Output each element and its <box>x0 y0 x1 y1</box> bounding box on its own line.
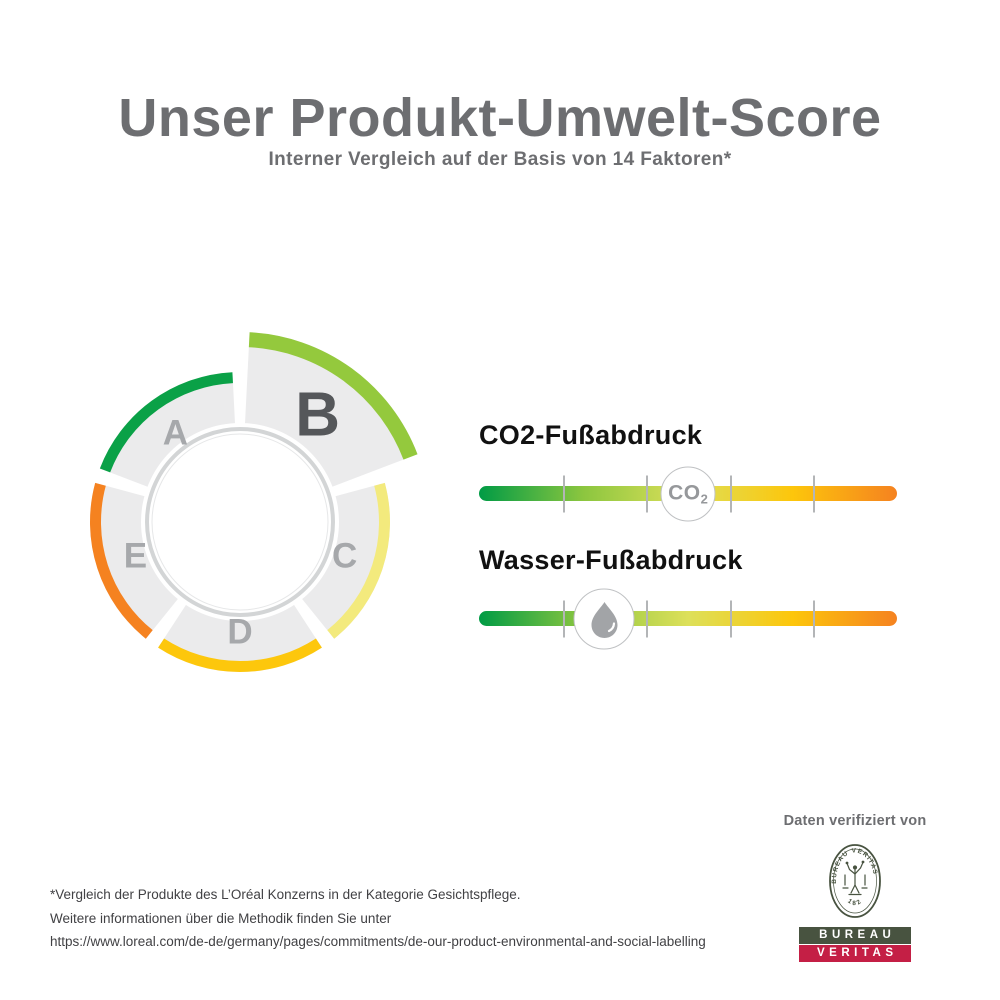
metric-label-co2: CO2-Fußabdruck <box>479 420 703 450</box>
metric-co2: CO2-Fußabdruck CO 2 <box>479 420 897 521</box>
wheel-grade-B: B <box>295 381 340 450</box>
co2-marker-label: CO <box>668 481 701 505</box>
page-title: Unser Produkt-Umwelt-Score <box>118 88 882 148</box>
veritas-bar: VERITAS <box>799 945 911 962</box>
globe-icon <box>141 423 339 621</box>
footnote-line-3: https://www.loreal.com/de-de/germany/pag… <box>50 934 706 949</box>
verification-caption: Daten verifiziert von <box>783 813 927 829</box>
footnote-line-2: Weitere informationen über die Methodik … <box>50 910 392 926</box>
scale-tick <box>646 475 649 512</box>
wheel-grade-A: A <box>163 414 188 453</box>
score-wheel: B C D E A <box>38 318 442 728</box>
wheel-arc-E <box>90 482 153 639</box>
scale-tick <box>729 475 732 512</box>
emblem-inner-ring <box>833 848 877 914</box>
emblem-figure <box>842 860 868 896</box>
metric-water: Wasser-Fußabdruck <box>479 545 897 649</box>
water-scale-bar <box>479 588 897 649</box>
water-marker <box>573 588 635 649</box>
footnote: *Vergleich der Produkte des L’Oréal Konz… <box>50 883 706 954</box>
page-subtitle: Interner Vergleich auf der Basis von 14 … <box>268 149 732 170</box>
bureau-veritas-emblem: BUREAU VERITAS 1828 <box>818 842 881 918</box>
co2-marker-sub: 2 <box>700 491 708 506</box>
scale-tick <box>562 475 565 512</box>
scale-tick <box>813 600 816 637</box>
scale-tick <box>646 600 649 637</box>
wheel-arc-B <box>248 332 418 460</box>
wheel-grade-E: E <box>124 536 147 575</box>
score-wheel-svg: B C D E A <box>89 332 418 672</box>
wheel-grade-D: D <box>227 613 252 652</box>
wheel-arc-A <box>99 372 233 473</box>
water-drop-icon <box>591 602 618 638</box>
footnote-line-1: *Vergleich der Produkte des L’Oréal Konz… <box>50 887 521 902</box>
scale-tick <box>813 475 816 512</box>
scale-tick <box>729 600 732 637</box>
wheel-arc-C <box>327 482 390 639</box>
scale-tick <box>562 600 565 637</box>
metric-label-water: Wasser-Fußabdruck <box>479 545 743 575</box>
co2-scale-bar: CO 2 <box>479 466 897 521</box>
verification-block: Daten verifiziert von BUREAU VERITAS 182… <box>772 813 938 963</box>
wheel-arc-D <box>158 638 322 672</box>
co2-marker: CO 2 <box>660 466 716 521</box>
wheel-grade-C: C <box>332 536 357 575</box>
emblem-outer-ring <box>829 844 881 918</box>
bureau-bar: BUREAU <box>799 927 911 944</box>
